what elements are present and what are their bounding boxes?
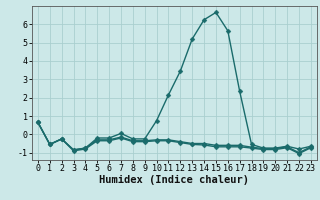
- X-axis label: Humidex (Indice chaleur): Humidex (Indice chaleur): [100, 175, 249, 185]
